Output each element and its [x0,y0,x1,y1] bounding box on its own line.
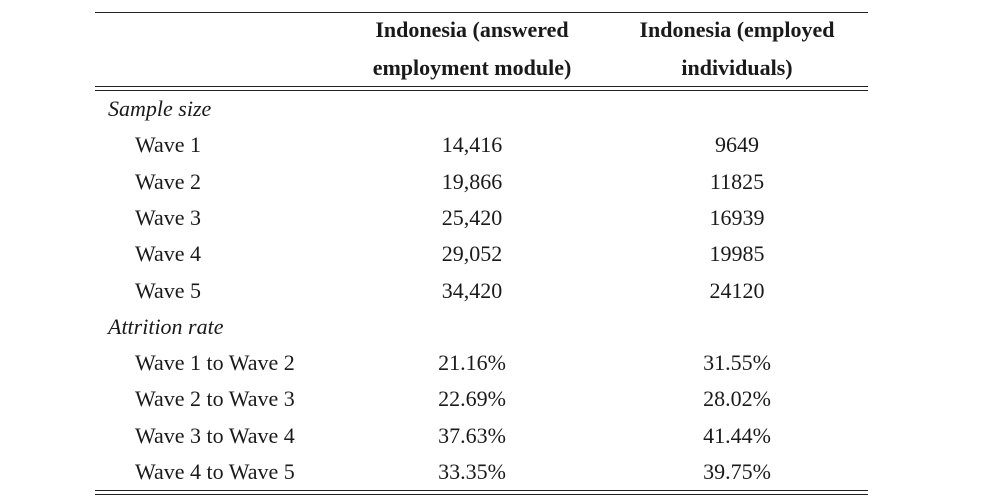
cell: 33.35% [438,459,506,484]
cell: 24120 [709,277,765,303]
cell: 9649 [715,132,759,158]
cell: 41.44% [703,422,771,448]
column-header: employment module) [372,55,572,80]
cell: 22.69% [438,386,506,412]
row-label: Wave 4 to Wave 5 [135,459,295,484]
column-header: individuals) [681,55,793,80]
cell: 19,866 [441,168,503,194]
cell: 19985 [709,241,765,267]
cell: 16939 [709,204,765,230]
section-title: Attrition rate [108,313,224,339]
header-rule [95,90,868,91]
row-label: Wave 2 to Wave 3 [135,386,295,412]
row-label: Wave 1 to Wave 2 [135,350,295,376]
row-label: Wave 3 to Wave 4 [135,422,295,448]
row-label: Wave 3 [135,204,202,230]
cell: 11825 [709,168,765,194]
bottom-rule [95,490,868,491]
header-rule [95,86,868,87]
column-header: Indonesia (answered [375,17,569,42]
cell: 29,052 [441,241,503,267]
top-rule [95,12,868,13]
cell: 37.63% [438,422,506,448]
cell: 31.55% [703,350,771,376]
row-label: Wave 4 [135,241,202,267]
cell: 34,420 [441,277,503,303]
row-label: Wave 1 [135,132,202,158]
cell: 28.02% [703,386,771,412]
row-label: Wave 5 [135,277,202,303]
column-header: Indonesia (employed [639,17,835,42]
row-label: Wave 2 [135,168,202,194]
cell: 14,416 [441,132,503,158]
cell: 25,420 [441,204,503,230]
bottom-rule [95,494,868,495]
section-title: Sample size [108,96,212,121]
cell: 39.75% [703,459,771,484]
cell: 21.16% [438,350,506,376]
